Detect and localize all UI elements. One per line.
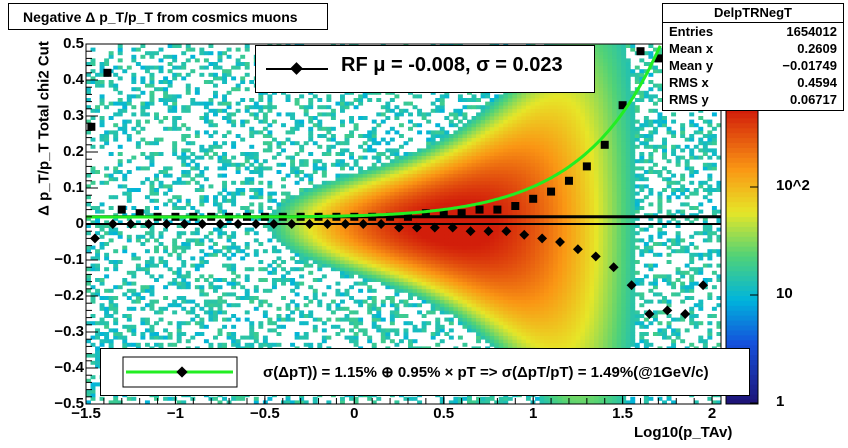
sigma-marker [411, 222, 422, 233]
stats-row: Mean x 0.2609 [669, 41, 837, 56]
y-tick-label: −0.4 [54, 359, 84, 376]
mean-marker [600, 140, 609, 149]
sigma-marker [107, 219, 118, 229]
sigma-marker [555, 237, 565, 247]
sigma-marker [322, 219, 333, 229]
sigma-marker [537, 233, 548, 244]
y-tick-label: −0.3 [54, 323, 84, 340]
sigma-marker [608, 262, 619, 273]
sigma-marker [644, 309, 655, 319]
sigma-marker [590, 251, 601, 262]
stats-row: RMS y 0.06717 [669, 92, 837, 107]
fit-curve [86, 45, 662, 219]
sigma-marker [197, 219, 208, 229]
sigma-marker [680, 309, 691, 319]
sigma-marker [483, 226, 494, 237]
y-tick-label: 0.3 [63, 107, 84, 124]
mean-marker [87, 122, 96, 131]
x-tick-label: 0.5 [433, 405, 455, 422]
sigma-marker [501, 226, 512, 237]
sigma-marker [268, 219, 279, 229]
mean-marker [103, 68, 112, 77]
x-tick-label: −1.5 [71, 405, 101, 422]
fit-line [86, 45, 662, 219]
mean-marker [547, 187, 556, 196]
y-axis-title: Δ p_T/p_T Total chi2 Cut [35, 41, 53, 216]
sigma-marker [286, 219, 297, 229]
x-tick-label: 2 [707, 405, 717, 422]
chart-title: Negative Δ p_T/p_T from cosmics muons [8, 3, 328, 30]
x-axis-title: Log10(p_TAv) [634, 424, 733, 441]
stats-row: Entries 1654012 [669, 24, 837, 39]
sigma-marker [465, 226, 476, 237]
sigma-marker [572, 244, 583, 255]
stats-box: DelpTRNegT Entries 1654012 Mean x 0.2609 M… [662, 3, 844, 111]
fit-legend: RF μ = -0.008, σ = 0.023 [255, 45, 595, 93]
x-tick-label: 0 [350, 405, 359, 422]
y-tick-label: 0.4 [63, 71, 84, 88]
y-tick-label: 0 [75, 215, 84, 232]
mean-marker [618, 101, 627, 110]
mean-marker [582, 162, 591, 171]
mean-marker [529, 194, 538, 203]
sigma-marker [215, 219, 226, 229]
sigma-marker [429, 222, 440, 233]
y-tick-label: 0.1 [63, 179, 84, 196]
sigma-marker [626, 280, 637, 291]
mean-marker [475, 205, 484, 214]
z-tick-label: 1 [776, 393, 785, 410]
mean-marker [564, 176, 573, 185]
mean-marker [493, 205, 502, 214]
mean-marker [654, 54, 663, 63]
sigma-marker [89, 233, 100, 244]
mean-marker [135, 209, 144, 218]
mean-marker [511, 202, 520, 210]
stats-row: RMS x 0.4594 [669, 75, 837, 90]
sigma-marker [250, 219, 261, 229]
sigma-marker [125, 219, 136, 229]
resolution-legend-text: σ(ΔpT)) = 1.15% ⊕ 0.95% × pT => σ(ΔpT/pT… [263, 364, 709, 381]
y-tick-label: 0.5 [63, 35, 84, 52]
x-tick-label: 1 [529, 405, 538, 422]
stats-row: Mean y −0.01749 [669, 58, 837, 73]
mean-marker [403, 212, 412, 221]
x-tick-label: 1.5 [612, 405, 634, 422]
sigma-marker [358, 219, 369, 229]
x-tick-label: −1 [166, 405, 184, 422]
y-tick-label: 0.2 [63, 143, 84, 160]
z-tick-label: 10^2 [776, 177, 810, 194]
mean-marker [636, 47, 645, 56]
heatmap-cells [86, 44, 722, 405]
sigma-marker [161, 219, 172, 229]
sigma-marker [698, 280, 709, 291]
sigma-marker [394, 222, 404, 233]
sigma-marker [233, 219, 243, 229]
y-tick-label: −0.5 [54, 395, 84, 412]
mean-marker [386, 212, 395, 221]
y-tick-label: −0.1 [54, 251, 84, 268]
mean-marker [421, 209, 430, 218]
sigma-marker [179, 219, 190, 229]
sigma-marker [376, 219, 387, 229]
sigma-marker [143, 219, 154, 229]
x-tick-label: −0.5 [250, 405, 280, 422]
mean-marker [439, 209, 448, 218]
axes [85, 43, 722, 405]
fit-legend-text: RF μ = -0.008, σ = 0.023 [341, 54, 563, 76]
sigma-marker [662, 305, 673, 316]
sigma-marker [519, 229, 530, 240]
mean-marker [117, 205, 126, 214]
sigma-marker [304, 219, 315, 229]
z-tick-label: 10 [776, 285, 793, 302]
resolution-legend: σ(ΔpT)) = 1.15% ⊕ 0.95% × pT => σ(ΔpT/pT… [100, 348, 750, 396]
sigma-marker [447, 222, 458, 233]
mean-marker [457, 209, 466, 218]
mean-marker [368, 212, 377, 221]
sigma-marker [340, 219, 351, 229]
y-tick-label: −0.2 [54, 287, 84, 304]
stats-name: DelpTRNegT [663, 4, 843, 23]
